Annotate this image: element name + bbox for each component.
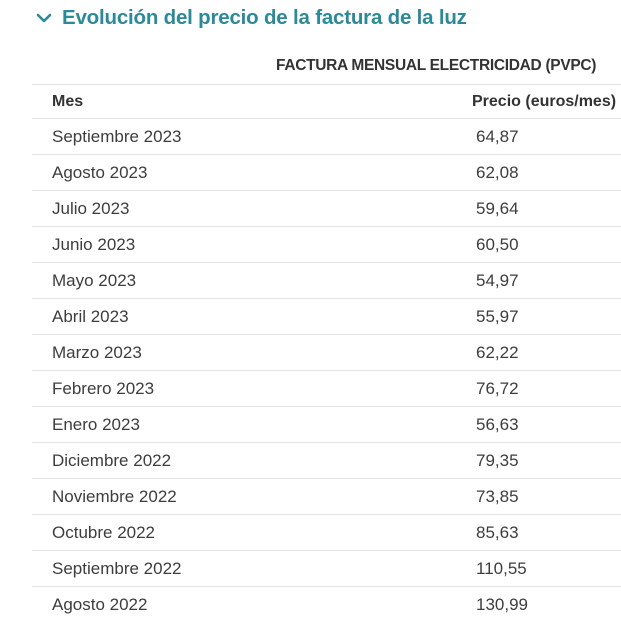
row-price: 110,55 <box>472 550 621 587</box>
header-month: Mes <box>32 84 472 119</box>
row-price: 56,63 <box>472 406 621 443</box>
table-row: Septiembre 2023 64,87 <box>32 118 621 155</box>
table-row: Febrero 2023 76,72 <box>32 370 621 407</box>
chevron-down-icon <box>36 10 52 26</box>
row-price: 62,08 <box>472 154 621 191</box>
row-month: Marzo 2023 <box>32 334 472 371</box>
row-price: 130,99 <box>472 586 621 621</box>
row-month: Diciembre 2022 <box>32 442 472 479</box>
table-row: Octubre 2022 85,63 <box>32 514 621 551</box>
row-month: Agosto 2022 <box>32 586 472 621</box>
row-month: Abril 2023 <box>32 298 472 335</box>
row-month: Julio 2023 <box>32 190 472 227</box>
row-price: 85,63 <box>472 514 621 551</box>
row-month: Febrero 2023 <box>32 370 472 407</box>
row-month: Septiembre 2023 <box>32 118 472 155</box>
table-row: Marzo 2023 62,22 <box>32 334 621 371</box>
table-row: Junio 2023 60,50 <box>32 226 621 263</box>
row-price: 60,50 <box>472 226 621 263</box>
row-month: Octubre 2022 <box>32 514 472 551</box>
section-title: Evolución del precio de la factura de la… <box>62 6 467 29</box>
table-row: Noviembre 2022 73,85 <box>32 478 621 515</box>
row-month: Septiembre 2022 <box>32 550 472 587</box>
table-row: Abril 2023 55,97 <box>32 298 621 335</box>
table-row: Agosto 2023 62,08 <box>32 154 621 191</box>
row-price: 54,97 <box>472 262 621 299</box>
table-caption: FACTURA MENSUAL ELECTRICIDAD (PVPC) <box>276 57 597 74</box>
table-row: Agosto 2022 130,99 <box>32 586 621 621</box>
table-row: Julio 2023 59,64 <box>32 190 621 227</box>
row-month: Enero 2023 <box>32 406 472 443</box>
table-row: Mayo 2023 54,97 <box>32 262 621 299</box>
table-row: Diciembre 2022 79,35 <box>32 442 621 479</box>
row-month: Noviembre 2022 <box>32 478 472 515</box>
row-price: 73,85 <box>472 478 621 515</box>
section-toggle[interactable]: Evolución del precio de la factura de la… <box>36 6 467 30</box>
row-price: 76,72 <box>472 370 621 407</box>
header-price: Precio (euros/mes) <box>472 84 621 119</box>
row-price: 55,97 <box>472 298 621 335</box>
table-row: Enero 2023 56,63 <box>32 406 621 443</box>
row-price: 59,64 <box>472 190 621 227</box>
price-table: Mes Precio (euros/mes) Septiembre 2023 64… <box>32 84 621 621</box>
row-price: 64,87 <box>472 118 621 155</box>
table-row: Septiembre 2022 110,55 <box>32 550 621 587</box>
row-month: Junio 2023 <box>32 226 472 263</box>
row-price: 79,35 <box>472 442 621 479</box>
row-month: Agosto 2023 <box>32 154 472 191</box>
row-price: 62,22 <box>472 334 621 371</box>
table-header-row: Mes Precio (euros/mes) <box>32 84 621 119</box>
row-month: Mayo 2023 <box>32 262 472 299</box>
